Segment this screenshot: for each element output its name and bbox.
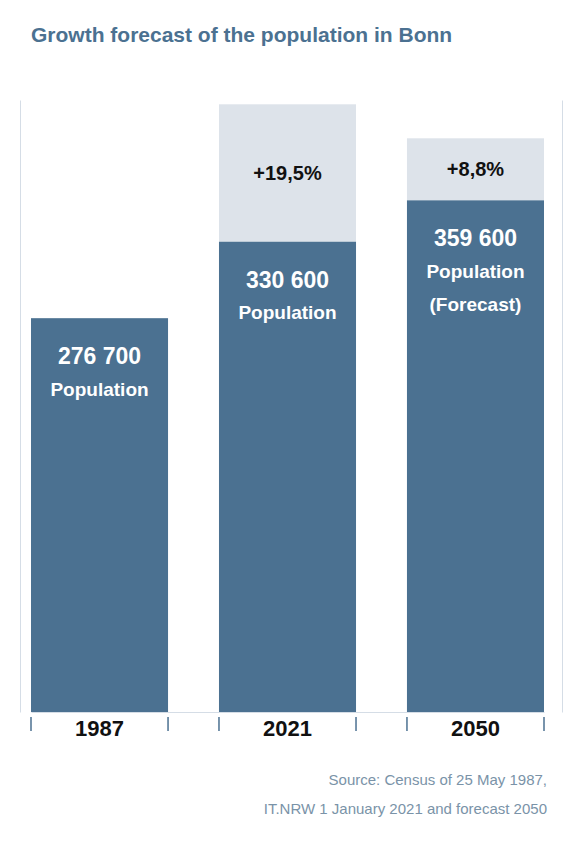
bar-label: Population bbox=[426, 261, 524, 282]
bar bbox=[31, 318, 168, 712]
bar-edge-tick bbox=[30, 717, 32, 731]
bar-label: Population bbox=[50, 379, 148, 400]
source-text: IT.NRW 1 January 2021 and forecast 2050 bbox=[264, 800, 547, 817]
title: Growth forecast of the population in Bon… bbox=[31, 23, 452, 46]
x-tick: 2050 bbox=[451, 712, 500, 741]
data-label: 359 600 bbox=[434, 225, 517, 251]
x-tick-label: 2021 bbox=[263, 716, 312, 741]
bar-edge-tick bbox=[543, 717, 545, 731]
x-tick-label: 2050 bbox=[451, 716, 500, 741]
bar-label: Population bbox=[238, 302, 336, 323]
growth-bar bbox=[219, 104, 356, 241]
chart: Growth forecast of the population in Bon… bbox=[0, 0, 582, 846]
bar-edge-tick bbox=[406, 717, 408, 731]
bar-edges bbox=[31, 717, 544, 731]
labels: 276 700 Population 330 600 Population 359 60… bbox=[50, 158, 524, 400]
source: Source: Census of 25 May 1987, IT.NRW 1 J… bbox=[264, 771, 547, 817]
bar bbox=[407, 200, 544, 712]
growth-label: +8,8% bbox=[447, 158, 504, 180]
y-axis-line bbox=[20, 101, 21, 713]
data-label: 330 600 bbox=[246, 267, 329, 293]
x-axis-line bbox=[32, 712, 545, 713]
bar-edge-tick bbox=[167, 717, 169, 731]
growth-bar bbox=[407, 138, 544, 200]
bar-edge-tick bbox=[218, 717, 220, 731]
x-tick: 2021 bbox=[263, 712, 312, 741]
x-tick: 1987 bbox=[75, 712, 124, 741]
data-label: 276 700 bbox=[58, 343, 141, 369]
plot-area bbox=[31, 104, 544, 712]
bar-label: (Forecast) bbox=[430, 294, 522, 315]
growth-label: +19,5% bbox=[253, 162, 322, 184]
x-axis: 1987 2021 2050 bbox=[32, 712, 545, 741]
bar bbox=[219, 241, 356, 712]
source-text: Source: Census of 25 May 1987, bbox=[329, 771, 547, 788]
y2-axis-line bbox=[562, 101, 563, 713]
bar-edge-tick bbox=[355, 717, 357, 731]
y2-axis bbox=[562, 101, 563, 713]
x-tick-label: 1987 bbox=[75, 716, 124, 741]
y-axis bbox=[20, 101, 21, 713]
